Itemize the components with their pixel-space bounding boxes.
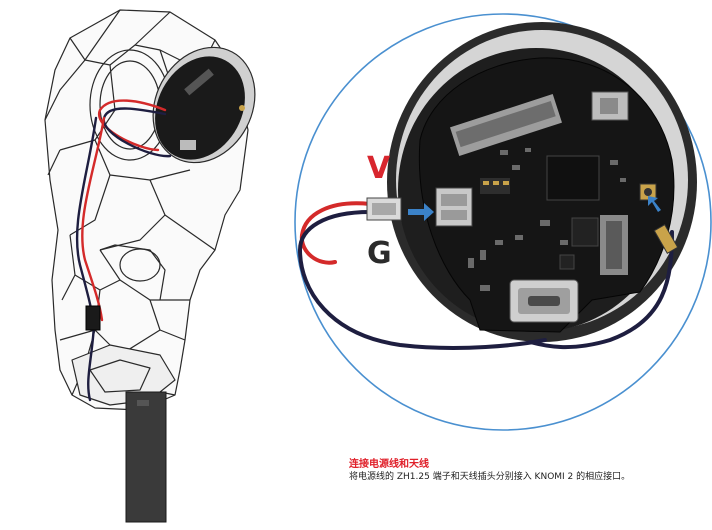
toolhead-display-board bbox=[152, 46, 256, 164]
top-right-component bbox=[591, 91, 629, 121]
side-chips bbox=[559, 215, 628, 275]
zh125-connector bbox=[435, 187, 473, 227]
knomi-display-module bbox=[387, 22, 697, 342]
toolhead-cables bbox=[75, 99, 172, 402]
antenna-flex-strip bbox=[125, 391, 167, 523]
antenna-cable bbox=[528, 224, 679, 350]
arrow-antenna-icon bbox=[648, 196, 661, 212]
usb-c-port bbox=[509, 279, 579, 323]
voltage-label: V bbox=[367, 151, 391, 186]
caption-body: 将电源线的 ZH1.25 端子和天线插头分别接入 KNOMI 2 的相应接口。 bbox=[349, 472, 631, 482]
fpc-connector bbox=[450, 94, 562, 156]
zoom-callout-circle bbox=[294, 13, 712, 431]
instruction-caption: 连接电源线和天线 将电源线的 ZH1.25 端子和天线插头分别接入 KNOMI … bbox=[349, 458, 699, 483]
ground-label: G bbox=[367, 236, 392, 271]
antenna-port bbox=[639, 183, 657, 201]
pin-header bbox=[480, 178, 510, 194]
power-cable bbox=[297, 197, 547, 350]
main-chip bbox=[546, 155, 600, 201]
caption-title: 连接电源线和天线 bbox=[349, 459, 429, 470]
antenna-plug bbox=[653, 224, 679, 254]
arrow-power-icon bbox=[408, 203, 434, 221]
